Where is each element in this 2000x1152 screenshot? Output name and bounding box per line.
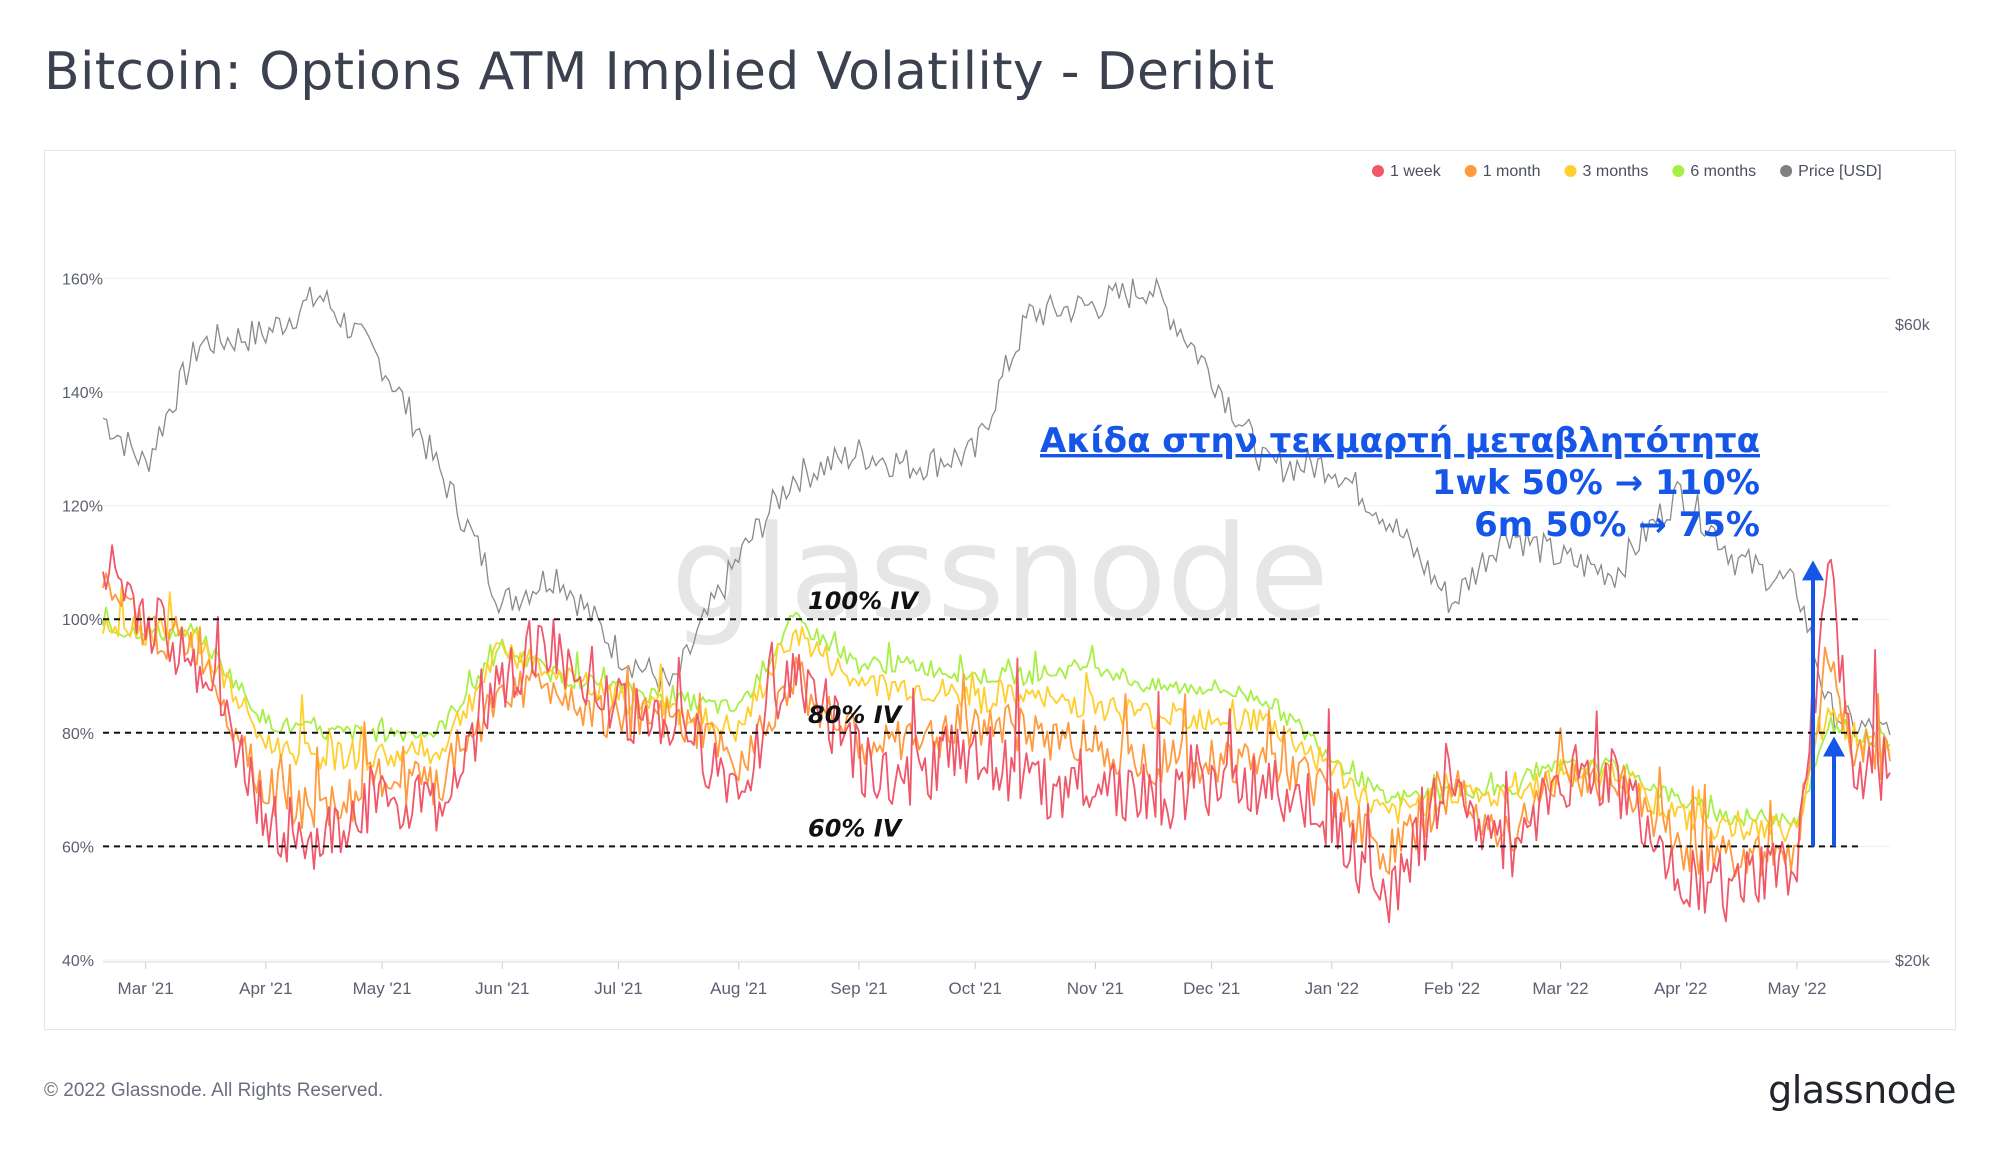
x-tick-label: Jun '21	[475, 979, 529, 998]
x-tick-label: Jul '21	[594, 979, 643, 998]
legend-label: 3 months	[1583, 163, 1649, 180]
series-line-price	[102, 276, 1891, 741]
y-tick-label: 140%	[62, 385, 103, 402]
reference-line-label: 100% IV	[808, 587, 920, 615]
legend-label: 1 month	[1483, 163, 1541, 180]
series-line-1-month	[102, 572, 1891, 878]
annotation-6m: 6m 50% → 75%	[1474, 505, 1760, 545]
y-tick-label: 160%	[62, 271, 103, 288]
x-tick-label: Mar '21	[118, 979, 174, 998]
x-tick-label: Jan '22	[1305, 979, 1359, 998]
arrow-6m-head	[1823, 736, 1845, 757]
x-tick-label: May '21	[353, 979, 412, 998]
arrow-1wk-head	[1802, 560, 1824, 581]
y-tick-label: 80%	[62, 726, 94, 743]
watermark-text: glassnode	[671, 497, 1329, 649]
chart-frame	[44, 150, 1956, 1030]
y-tick-label: 100%	[62, 612, 103, 629]
x-tick-label: Sep '21	[830, 979, 887, 998]
legend-marker	[1464, 165, 1477, 177]
reference-line-label: 60% IV	[808, 814, 904, 842]
reference-line-label: 80% IV	[808, 701, 904, 729]
legend-label: 6 months	[1690, 163, 1756, 180]
glassnode-logo: glassnode	[1768, 1068, 1956, 1112]
y-right-tick-label: $20k	[1895, 953, 1931, 970]
annotation-1wk: 1wk 50% → 110%	[1432, 463, 1760, 503]
x-tick-label: Oct '21	[949, 979, 1002, 998]
y-tick-label: 40%	[62, 953, 94, 970]
y-tick-label: 60%	[62, 839, 94, 856]
x-tick-label: Mar '22	[1532, 979, 1588, 998]
x-tick-label: May '22	[1767, 979, 1826, 998]
copyright-text: © 2022 Glassnode. All Rights Reserved.	[44, 1080, 384, 1101]
x-tick-label: Nov '21	[1067, 979, 1124, 998]
x-tick-label: Aug '21	[710, 979, 767, 998]
series-line-3-months	[102, 586, 1891, 843]
legend-marker	[1372, 165, 1384, 177]
annotation-title: Ακίδα στην τεκμαρτή μεταβλητότητα	[1040, 421, 1760, 461]
x-tick-label: Dec '21	[1183, 979, 1240, 998]
legend-label: Price [USD]	[1798, 163, 1882, 180]
x-tick-label: Apr '21	[239, 979, 292, 998]
legend-marker	[1780, 165, 1793, 177]
legend-label: 1 week	[1390, 163, 1442, 180]
page-title: Bitcoin: Options ATM Implied Volatility …	[44, 42, 1275, 102]
x-tick-label: Apr '22	[1654, 979, 1707, 998]
series-line-1-week	[102, 544, 1891, 924]
x-tick-label: Feb '22	[1424, 979, 1480, 998]
y-right-tick-label: $60k	[1895, 317, 1931, 334]
legend-marker	[1564, 165, 1577, 177]
legend-marker	[1672, 165, 1685, 177]
y-tick-label: 120%	[62, 499, 103, 516]
